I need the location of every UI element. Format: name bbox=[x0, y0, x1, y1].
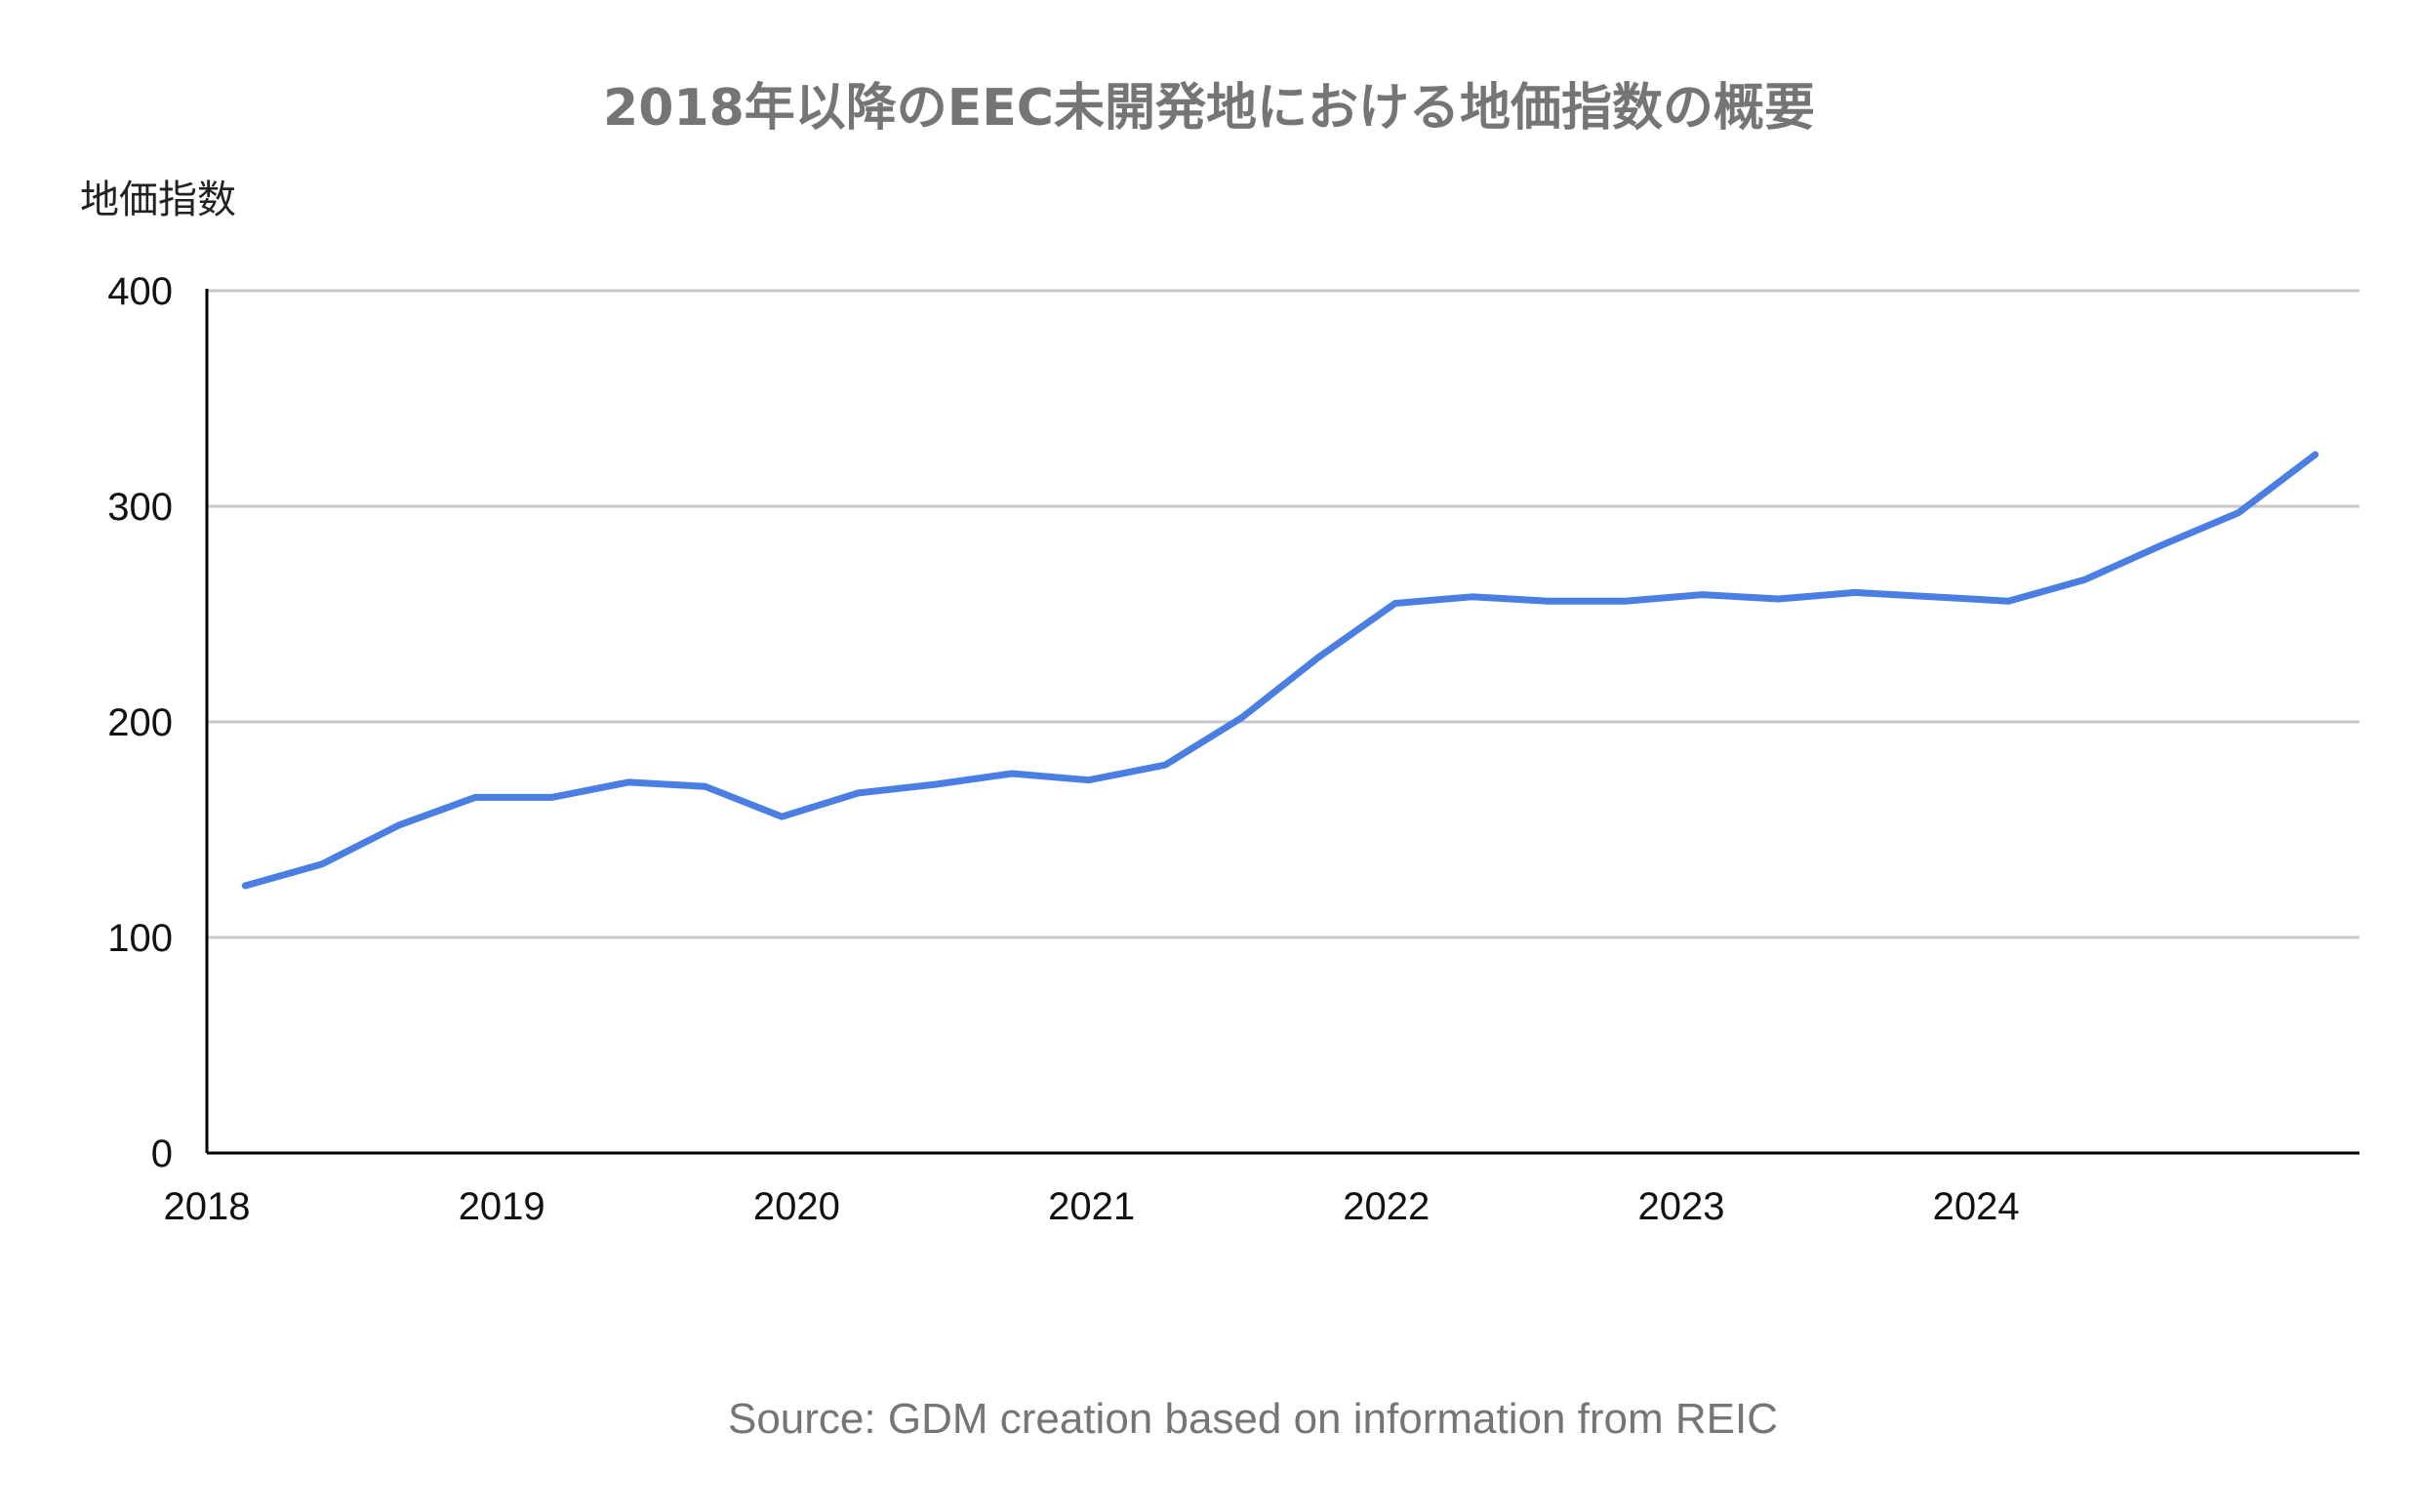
series-group bbox=[241, 451, 2319, 890]
data-point bbox=[1625, 601, 1626, 602]
x-tick-labels: 2018 2019 2020 2021 2022 2023 2024 bbox=[164, 1185, 2020, 1228]
x-tick-label: 2023 bbox=[1637, 1185, 1724, 1228]
data-point bbox=[1394, 603, 1395, 604]
data-point bbox=[782, 816, 783, 817]
y-tick-labels: 0 100 200 300 400 bbox=[107, 270, 173, 1175]
y-tick-label: 400 bbox=[107, 270, 173, 313]
data-point bbox=[1778, 599, 1779, 600]
y-tick-label: 300 bbox=[107, 486, 173, 529]
data-point bbox=[1088, 779, 1089, 780]
data-point bbox=[245, 886, 246, 887]
series-line bbox=[241, 451, 2319, 890]
y-tick-label: 0 bbox=[151, 1133, 173, 1175]
data-point bbox=[551, 797, 552, 798]
axes bbox=[205, 289, 2359, 1155]
data-point bbox=[2161, 544, 2162, 545]
source-note: Source: GDM creation based on informatio… bbox=[727, 1395, 1778, 1443]
data-point bbox=[1165, 765, 1166, 766]
y-tick-label: 100 bbox=[107, 917, 173, 960]
x-tick-label: 2019 bbox=[459, 1185, 545, 1228]
data-point bbox=[1855, 592, 1856, 593]
data-point bbox=[628, 781, 629, 782]
x-tick-label: 2024 bbox=[1933, 1185, 2020, 1228]
x-tick-label: 2018 bbox=[164, 1185, 251, 1228]
data-point bbox=[1471, 596, 1472, 597]
data-point bbox=[321, 863, 322, 864]
gridlines bbox=[207, 289, 2359, 939]
x-tick-label: 2020 bbox=[753, 1185, 840, 1228]
data-point bbox=[1702, 594, 1703, 595]
data-point bbox=[1931, 596, 1932, 597]
y-axis-title: 地価指数 bbox=[80, 178, 236, 222]
data-point bbox=[475, 797, 476, 798]
data-point bbox=[398, 825, 399, 826]
data-point bbox=[2238, 512, 2239, 513]
data-point bbox=[1241, 717, 1242, 718]
data-point bbox=[2315, 455, 2316, 456]
y-tick-label: 200 bbox=[107, 701, 173, 744]
data-point bbox=[858, 792, 859, 793]
chart-title: 2018年以降のEEC未開発地における地価指数の概要 bbox=[603, 79, 1815, 138]
x-tick-label: 2021 bbox=[1048, 1185, 1135, 1228]
x-tick-label: 2022 bbox=[1343, 1185, 1430, 1228]
data-point bbox=[935, 784, 936, 785]
data-point bbox=[1549, 601, 1550, 602]
data-point bbox=[2085, 579, 2086, 580]
data-point bbox=[2008, 601, 2009, 602]
data-point bbox=[1012, 774, 1013, 775]
